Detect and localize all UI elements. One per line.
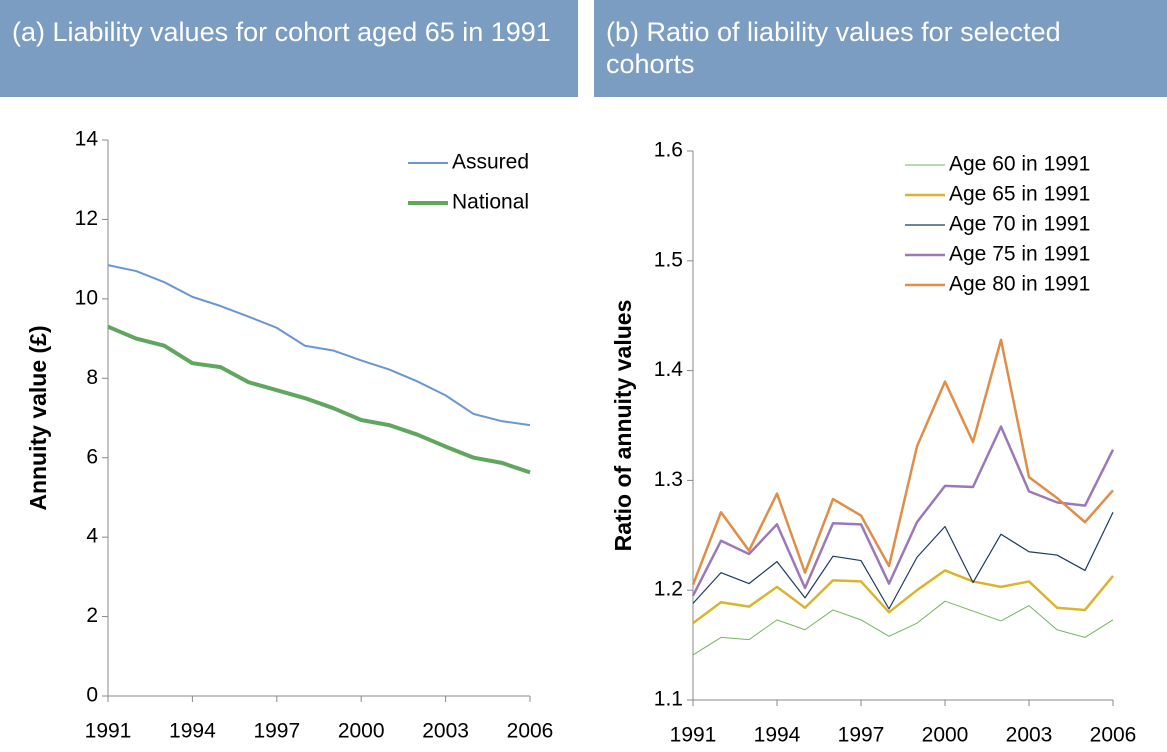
y-tick-label: 1.5 bbox=[654, 248, 683, 271]
y-tick-label: 12 bbox=[75, 207, 98, 230]
y-tick-label: 1.4 bbox=[654, 358, 684, 381]
x-tick-label: 1997 bbox=[838, 724, 885, 747]
line-series bbox=[691, 425, 1115, 597]
panel-title: (a) Liability values for cohort aged 65 … bbox=[0, 0, 578, 97]
x-tick-label: 2000 bbox=[338, 720, 385, 743]
line-series bbox=[692, 600, 1114, 656]
x-tick-label: 1991 bbox=[85, 720, 132, 743]
legend-label: Assured bbox=[452, 151, 529, 174]
y-tick-label: 8 bbox=[86, 366, 98, 389]
y-tick-label: 1.1 bbox=[654, 688, 683, 711]
y-tick-label: 1.2 bbox=[654, 578, 683, 601]
x-tick-label: 1991 bbox=[670, 724, 717, 747]
y-tick-label: 0 bbox=[86, 684, 98, 707]
x-tick-label: 2006 bbox=[1090, 724, 1137, 747]
y-tick-label: 4 bbox=[86, 525, 98, 548]
x-tick-label: 1994 bbox=[169, 720, 216, 743]
legend-label: Age 65 in 1991 bbox=[949, 183, 1090, 206]
y-tick-label: 6 bbox=[86, 445, 98, 468]
line-series bbox=[107, 324, 531, 475]
y-tick-label: 1.6 bbox=[654, 139, 683, 162]
line-series bbox=[692, 569, 1114, 625]
line-series bbox=[692, 511, 1114, 610]
y-tick-label: 1.3 bbox=[654, 468, 683, 491]
panel-title: (b) Ratio of liability values for select… bbox=[594, 0, 1167, 97]
legend-label: Age 75 in 1991 bbox=[949, 243, 1090, 266]
legend-label: Age 80 in 1991 bbox=[949, 273, 1090, 296]
y-tick-label: 14 bbox=[75, 128, 99, 151]
legend-label: National bbox=[452, 191, 529, 214]
x-tick-label: 2003 bbox=[422, 720, 469, 743]
legend-label: Age 60 in 1991 bbox=[949, 153, 1090, 176]
x-tick-label: 2000 bbox=[922, 724, 969, 747]
y-tick-label: 2 bbox=[86, 604, 98, 627]
legend-label: Age 70 in 1991 bbox=[949, 213, 1090, 236]
y-axis-label: Annuity value (£) bbox=[25, 325, 51, 510]
y-tick-label: 10 bbox=[75, 286, 98, 309]
x-tick-label: 2006 bbox=[507, 720, 554, 743]
line-series bbox=[107, 264, 531, 427]
x-tick-label: 1994 bbox=[754, 724, 801, 747]
x-tick-label: 2003 bbox=[1006, 724, 1053, 747]
line-series bbox=[691, 338, 1114, 586]
y-axis-label: Ratio of annuity values bbox=[610, 300, 636, 552]
x-tick-label: 1997 bbox=[253, 720, 300, 743]
